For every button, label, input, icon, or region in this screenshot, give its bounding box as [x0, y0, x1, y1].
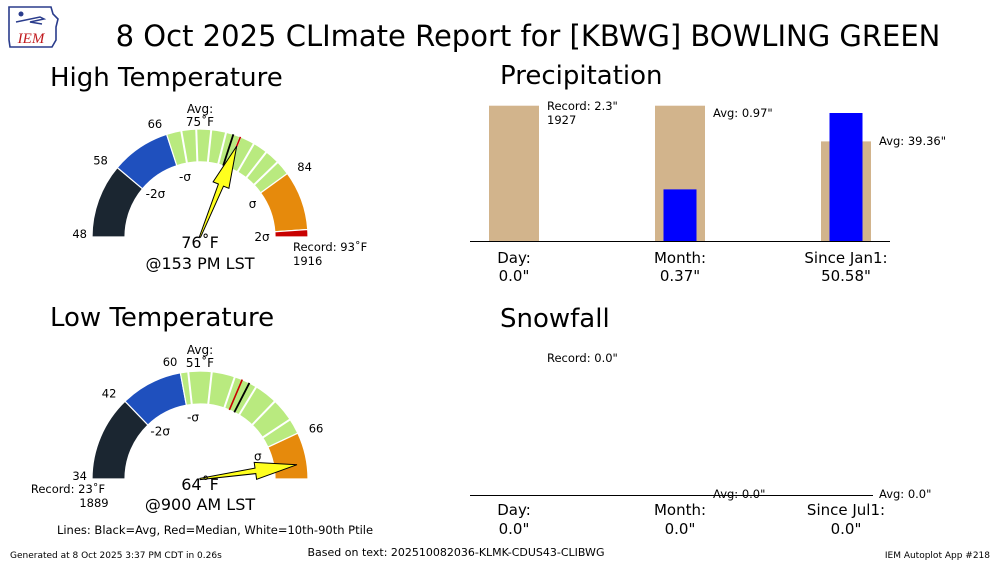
report-title: 8 Oct 2025 CLImate Report for [KBWG] BOW… — [116, 19, 941, 53]
footer-source: Based on text: 202510082036-KLMK-CDUS43-… — [308, 546, 605, 559]
precip-observed-bar-season — [829, 113, 863, 241]
precip-val-season: 50.58" — [821, 267, 871, 285]
high-temp-ptile-line-3 — [217, 131, 228, 165]
high-temp-sigma-label-3: 2σ — [254, 230, 270, 244]
snow-val-month: 0.0" — [665, 520, 696, 538]
high-temp-tick-label-2: 66 — [148, 117, 163, 131]
snow-cat-season: Since Jul1: — [807, 501, 885, 519]
low-temp-title: Low Temperature — [50, 303, 274, 333]
snow-record: Record: 0.0" — [547, 351, 618, 365]
high-temp-ptile-line-0 — [180, 130, 188, 164]
iem-logo-text: IEM — [17, 31, 46, 47]
footer-generated: Generated at 8 Oct 2025 3:37 PM CDT in 0… — [10, 551, 222, 561]
iem-logo[interactable]: IEM — [8, 6, 59, 48]
low-temp-ptile-line-0 — [187, 371, 193, 405]
high-temp-tick-label-0: 48 — [72, 227, 87, 241]
low-temp-tick-label-2: 60 — [163, 355, 178, 369]
high-temp-observed-arrow — [198, 145, 238, 238]
low-temp-avg-label: Avg: — [187, 343, 213, 357]
snow-cat-day: Day: — [497, 501, 531, 519]
high-temp-observed: 76˚F — [181, 233, 219, 252]
high-temp-tick-label-3: 84 — [297, 160, 312, 174]
high-temp-title: High Temperature — [50, 63, 283, 93]
snow-avg-season: Avg: 0.0" — [879, 487, 931, 501]
precip-cat-month: Month: — [654, 249, 706, 267]
low-temp-gauge: 42 60 66 34 -2σ -σ σ — [72, 355, 323, 483]
high-temp-sigma-label-1: -σ — [179, 170, 191, 184]
low-temp-time: @900 AM LST — [145, 495, 256, 514]
low-temp-tick-label-3: 66 — [309, 421, 324, 435]
precip-record-bar — [489, 105, 539, 242]
low-temp-ptile-line-4 — [251, 400, 276, 426]
precip-val-month: 0.37" — [660, 267, 700, 285]
high-temp-record: Record: 93˚F — [293, 239, 367, 254]
low-temp-observed-arrow — [199, 461, 298, 481]
low-temp-sigma-label-0: -2σ — [150, 424, 170, 438]
high-temp-time: @153 PM LST — [145, 254, 254, 273]
high-temp-band-4 — [274, 228, 309, 238]
low-temp-ptile-line-5 — [261, 418, 291, 439]
high-temp-ptile-line-6 — [245, 151, 268, 179]
precip-record-year: 1927 — [547, 113, 576, 127]
snow-title: Snowfall — [500, 304, 610, 334]
high-temp-avg-value: 75˚F — [186, 114, 214, 129]
high-temp-ptile-line-7 — [253, 161, 279, 186]
snow-val-day: 0.0" — [499, 520, 530, 538]
low-temp-record: Record: 23˚F — [31, 481, 105, 496]
high-temp-record-year: 1916 — [293, 254, 322, 268]
low-temp-sigma-label-1: -σ — [187, 410, 199, 424]
high-temp-ptile-line-5 — [236, 142, 255, 173]
snow-val-season: 0.0" — [831, 520, 862, 538]
precip-record: Record: 2.3" — [547, 99, 618, 113]
high-temp-tick-label-1: 58 — [93, 154, 108, 168]
precip-cat-season: Since Jan1: — [804, 249, 887, 267]
precip-observed-bar-month — [663, 189, 697, 241]
snow-avg-month: Avg: 0.0" — [713, 487, 765, 501]
footer-app: IEM Autoplot App #218 — [885, 551, 990, 561]
precip-avg-month: Avg: 0.97" — [713, 106, 773, 120]
precip-val-day: 0.0" — [499, 267, 530, 285]
snow-cat-month: Month: — [654, 501, 706, 519]
high-temp-sigma-label-0: -2σ — [146, 187, 166, 201]
low-temp-ptile-line-1 — [207, 371, 213, 405]
high-temp-avg-line — [222, 134, 235, 166]
high-temp-ptile-line-2 — [206, 129, 213, 163]
precip-cat-day: Day: — [497, 249, 531, 267]
low-temp-sigma-label-2: σ — [254, 450, 262, 464]
low-temp-record-year: 1889 — [79, 496, 108, 510]
precip-title: Precipitation — [500, 61, 663, 91]
precip-bars — [489, 105, 871, 242]
precip-avg-season: Avg: 39.36" — [879, 134, 946, 148]
high-temp-gauge: 58 66 84 48 -2σ -σ σ 2σ — [72, 117, 312, 244]
low-temp-observed: 64˚F — [181, 475, 219, 494]
low-temp-ptile-line-3 — [238, 386, 258, 416]
low-temp-tick-label-1: 42 — [102, 386, 117, 400]
low-temp-band-2 — [179, 370, 299, 448]
lines-legend: Lines: Black=Avg, Red=Median, White=10th… — [57, 523, 373, 537]
low-temp-avg-value: 51˚F — [186, 355, 214, 370]
low-temp-ptile-line-2 — [223, 376, 236, 409]
low-temp-tick-label-0: 34 — [72, 469, 87, 483]
high-temp-sigma-label-2: σ — [249, 197, 257, 211]
low-temp-avg-line — [233, 382, 251, 413]
high-temp-avg-label: Avg: — [187, 102, 213, 116]
high-temp-ptile-line-1 — [195, 129, 199, 163]
low-temp-median-line — [228, 379, 243, 411]
